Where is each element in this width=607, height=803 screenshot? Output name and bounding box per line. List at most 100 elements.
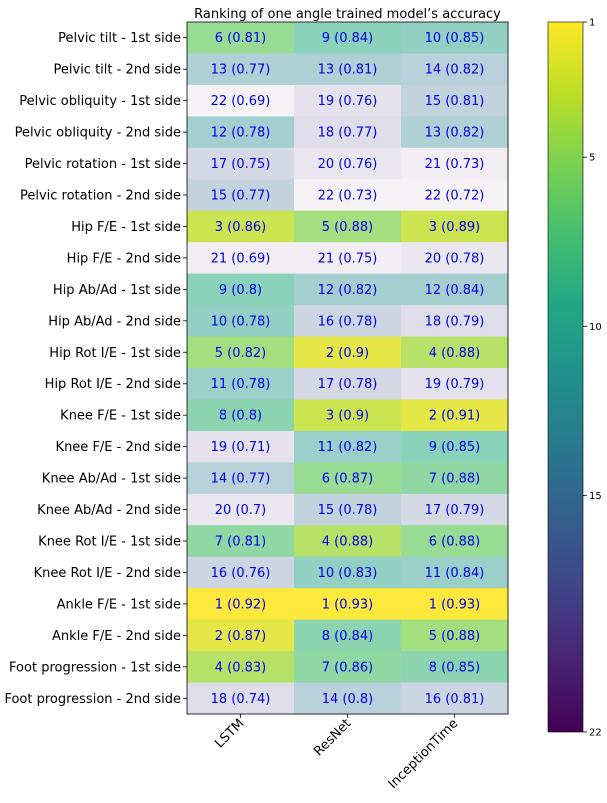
cell-value-label: 2 (0.91) [429, 409, 481, 424]
heatmap-cell [401, 525, 509, 558]
row-label: Pelvic tilt - 2nd side [54, 63, 181, 78]
cell-value-label: 17 (0.79) [425, 503, 485, 518]
row-label: Ankle F/E - 2nd side [52, 629, 181, 644]
cell-value-label: 10 (0.85) [425, 31, 485, 46]
heatmap-cell [187, 651, 295, 684]
colorbar-tick-label: 1 [589, 18, 595, 29]
cell-value-label: 4 (0.88) [322, 535, 374, 550]
heatmap-cell [401, 682, 509, 715]
row-label: Pelvic rotation - 1st side [25, 157, 181, 172]
cell-value-label: 7 (0.86) [322, 660, 374, 675]
cell-value-label: 12 (0.82) [318, 283, 378, 298]
heatmap-cell [187, 273, 295, 306]
row-label: Knee Rot I/E - 2nd side [34, 566, 181, 581]
chart-title: Ranking of one angle trained model’s acc… [194, 7, 501, 22]
cell-value-label: 21 (0.73) [425, 157, 485, 172]
heatmap-cell [401, 147, 509, 180]
row-label: Pelvic obliquity - 2nd side [15, 126, 181, 141]
heatmap-cell [401, 493, 509, 526]
colorbar-tick-label: 22 [589, 728, 602, 739]
heatmap-cell [187, 368, 295, 400]
cell-value-label: 11 (0.82) [318, 440, 378, 455]
cell-value-label: 5 (0.88) [429, 629, 481, 644]
cell-value-label: 17 (0.75) [211, 157, 271, 172]
cell-value-label: 11 (0.84) [425, 566, 485, 581]
cell-value-label: 16 (0.81) [425, 692, 485, 707]
heatmap-cell [294, 53, 402, 86]
row-label: Pelvic tilt - 1st side [58, 31, 181, 46]
heatmap-cell [294, 84, 402, 117]
cell-value-label: 2 (0.9) [326, 346, 369, 361]
cell-value-label: 18 (0.77) [318, 126, 378, 141]
cell-value-label: 5 (0.82) [215, 346, 267, 361]
cell-value-label: 6 (0.88) [429, 535, 481, 550]
heatmap-cell [187, 147, 295, 180]
cell-value-label: 19 (0.71) [211, 440, 271, 455]
heatmap-cell [294, 336, 402, 369]
cell-value-label: 3 (0.86) [215, 220, 267, 235]
cell-value-label: 19 (0.76) [318, 94, 378, 109]
cell-value-label: 4 (0.83) [215, 660, 267, 675]
cell-value-label: 1 (0.93) [322, 597, 374, 612]
column-label: InceptionTime [386, 716, 462, 792]
heatmap-cell [187, 53, 295, 86]
heatmap-cell [294, 368, 402, 400]
heatmap-cell [187, 430, 295, 463]
cell-value-label: 8 (0.8) [219, 409, 262, 424]
heatmap-cell [401, 336, 509, 369]
row-labels: Pelvic tilt - 1st side Pelvic tilt - 2nd … [4, 31, 187, 707]
cell-value-label: 2 (0.87) [215, 629, 267, 644]
cell-value-label: 20 (0.7) [215, 503, 267, 518]
cell-value-label: 15 (0.81) [425, 94, 485, 109]
heatmap-cell [294, 493, 402, 526]
colorbar-gradient [547, 21, 584, 733]
cell-value-label: 16 (0.78) [318, 314, 378, 329]
heatmap-cell [401, 368, 509, 400]
heatmap-cell [294, 651, 402, 684]
cell-value-label: 12 (0.78) [211, 126, 271, 141]
heatmap-cell [401, 22, 509, 54]
heatmap-cell [294, 462, 402, 495]
heatmap-cells: 6 (0.81) 9 (0.84) 10 (0.85) 13 (0.77) 13 (0.… [186, 21, 509, 715]
heatmap-cell [294, 305, 402, 338]
heatmap-cell [401, 179, 509, 212]
column-label: ResNet [311, 716, 354, 759]
cell-value-label: 22 (0.72) [425, 189, 485, 204]
heatmap-cell [294, 430, 402, 463]
heatmap-cell [187, 556, 295, 589]
heatmap-cell [401, 210, 509, 243]
heatmap-cell [187, 588, 295, 621]
heatmap-cell [294, 588, 402, 621]
heatmap-cell [294, 273, 402, 306]
heatmap-cell [187, 493, 295, 526]
heatmap-cell [187, 22, 295, 54]
heatmap-cell [294, 619, 402, 652]
heatmap-cell [294, 147, 402, 180]
heatmap-cell [294, 525, 402, 558]
heatmap-cell [294, 210, 402, 243]
cell-value-label: 16 (0.76) [211, 566, 271, 581]
heatmap-cell [294, 682, 402, 715]
row-label: Knee F/E - 2nd side [56, 440, 181, 455]
row-label: Pelvic obliquity - 1st side [19, 94, 181, 109]
heatmap-cell [187, 179, 295, 212]
cell-value-label: 6 (0.81) [215, 31, 267, 46]
heatmap-cell [401, 588, 509, 621]
heatmap-cell [294, 556, 402, 589]
heatmap-cell [401, 273, 509, 306]
cell-value-label: 14 (0.82) [425, 63, 485, 78]
heatmap-cell [187, 305, 295, 338]
heatmap-cell [401, 399, 509, 432]
heatmap-cell [294, 242, 402, 275]
heatmap-cell [401, 556, 509, 589]
heatmap-cell [187, 210, 295, 243]
cell-value-label: 13 (0.77) [211, 63, 271, 78]
heatmap-cell [187, 682, 295, 715]
row-label: Hip F/E - 2nd side [67, 251, 181, 266]
heatmap-cell [294, 179, 402, 212]
cell-value-label: 17 (0.78) [318, 377, 378, 392]
cell-value-label: 22 (0.69) [211, 94, 271, 109]
row-label: Hip Ab/Ad - 2nd side [48, 314, 181, 329]
cell-value-label: 1 (0.93) [429, 597, 481, 612]
